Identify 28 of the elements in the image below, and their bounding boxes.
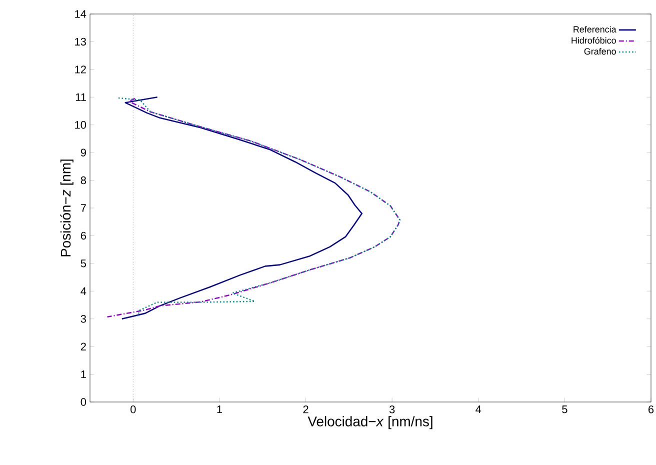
y-tick-label: 7 [80, 204, 86, 212]
x-tick-label: 3 [389, 406, 395, 414]
x-tick-label: 1 [217, 406, 222, 414]
y-tick-label: 1 [81, 370, 86, 378]
x-tick-label: 4 [476, 406, 482, 414]
y-tick-label: 13 [75, 38, 86, 46]
y-tick-label: 2 [80, 342, 86, 350]
y-tick-label: 8 [80, 176, 86, 184]
y-tick-label: 4 [80, 287, 86, 295]
legend-label: Grafeno [584, 48, 616, 55]
x-axis-title: Velocidad−x [nm/ns] [308, 416, 432, 430]
y-tick-label: 5 [80, 260, 86, 268]
y-tick-label: 10 [75, 120, 86, 129]
x-tick-label: 2 [303, 406, 308, 414]
y-tick-label: 14 [75, 10, 86, 18]
x-tick-label: 5 [562, 406, 568, 414]
legend-label: Hidrofóbico [572, 36, 616, 44]
y-tick-label: 3 [80, 314, 86, 323]
y-tick-label: 6 [80, 232, 86, 240]
y-tick-label: 9 [80, 148, 86, 156]
y-tick-label: 11 [76, 93, 86, 101]
x-tick-label: 6 [648, 406, 654, 414]
y-tick-label: 0 [80, 398, 86, 406]
y-axis-title: Posición−z [nm] [60, 160, 74, 256]
y-tick-label: 12 [75, 66, 86, 74]
line-series [121, 96, 363, 320]
legend-label: Referencia [574, 26, 616, 33]
x-tick-label: 0 [130, 406, 136, 414]
